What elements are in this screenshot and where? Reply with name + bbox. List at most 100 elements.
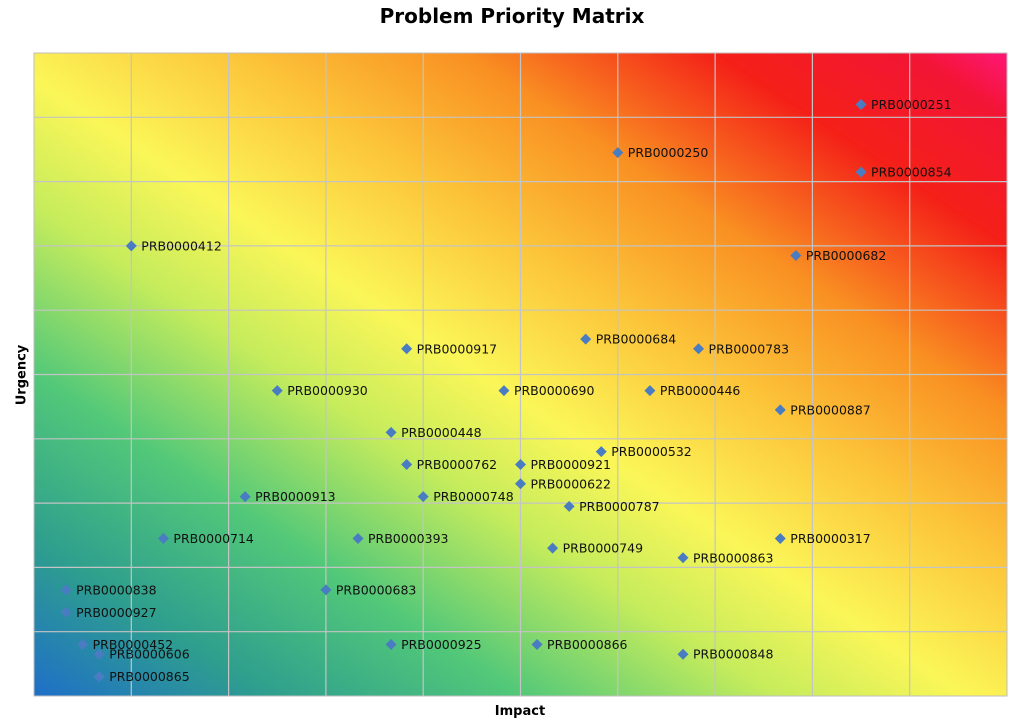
point-label: PRB0000714 bbox=[173, 531, 254, 546]
diamond-marker bbox=[385, 639, 397, 651]
y-axis-label: Urgency bbox=[14, 344, 30, 406]
point-label: PRB0000925 bbox=[401, 637, 481, 652]
diamond-marker bbox=[93, 671, 105, 683]
diamond-marker bbox=[563, 500, 575, 512]
diamond-marker bbox=[790, 250, 802, 262]
point-label: PRB0000393 bbox=[368, 531, 448, 546]
data-points: PRB0000251 PRB0000250 PRB0000854 PRB0000412… bbox=[60, 97, 952, 684]
data-point: PRB0000682 bbox=[790, 248, 886, 263]
diamond-marker bbox=[60, 584, 72, 596]
data-point: PRB0000749 bbox=[547, 541, 643, 556]
data-point: PRB0000714 bbox=[157, 531, 254, 546]
diamond-marker bbox=[385, 426, 397, 438]
point-label: PRB0000762 bbox=[417, 457, 497, 472]
diamond-marker bbox=[401, 343, 413, 355]
data-point: PRB0000921 bbox=[515, 457, 611, 472]
diamond-marker bbox=[93, 648, 105, 660]
point-label: PRB0000865 bbox=[109, 669, 189, 684]
data-point: PRB0000848 bbox=[677, 647, 774, 662]
data-point: PRB0000448 bbox=[385, 425, 482, 440]
data-point: PRB0000251 bbox=[855, 97, 952, 112]
data-point: PRB0000930 bbox=[271, 383, 368, 398]
data-point: PRB0000412 bbox=[125, 238, 222, 253]
point-label: PRB0000917 bbox=[417, 341, 497, 356]
point-label: PRB0000250 bbox=[628, 145, 709, 160]
data-point: PRB0000606 bbox=[93, 647, 190, 662]
point-label: PRB0000622 bbox=[531, 476, 611, 491]
diamond-marker bbox=[271, 385, 283, 397]
point-label: PRB0000532 bbox=[611, 444, 691, 459]
diamond-marker bbox=[515, 478, 526, 490]
point-label: PRB0000921 bbox=[531, 457, 611, 472]
data-point: PRB0000622 bbox=[515, 476, 611, 491]
data-point: PRB0000250 bbox=[612, 145, 708, 160]
data-point: PRB0000866 bbox=[531, 637, 628, 652]
point-label: PRB0000748 bbox=[433, 489, 514, 504]
diamond-marker bbox=[547, 542, 559, 554]
diamond-marker bbox=[855, 98, 867, 110]
diamond-marker bbox=[595, 446, 607, 458]
data-point: PRB0000317 bbox=[774, 531, 871, 546]
data-point: PRB0000748 bbox=[417, 489, 514, 504]
data-point: PRB0000865 bbox=[93, 669, 190, 684]
data-point: PRB0000690 bbox=[498, 383, 594, 398]
point-label: PRB0000251 bbox=[871, 97, 951, 112]
data-point: PRB0000452 bbox=[77, 637, 173, 652]
point-label: PRB0000848 bbox=[693, 647, 774, 662]
data-point: PRB0000887 bbox=[774, 402, 871, 417]
diamond-marker bbox=[125, 240, 137, 252]
diamond-marker bbox=[239, 491, 251, 503]
point-label: PRB0000838 bbox=[76, 582, 157, 597]
data-point: PRB0000838 bbox=[60, 582, 157, 597]
diamond-marker bbox=[531, 639, 543, 651]
point-label: PRB0000452 bbox=[93, 637, 173, 652]
data-point: PRB0000925 bbox=[385, 637, 482, 652]
diamond-marker bbox=[320, 584, 332, 596]
point-label: PRB0000930 bbox=[287, 383, 368, 398]
diamond-marker bbox=[612, 147, 624, 159]
diamond-marker bbox=[855, 166, 867, 178]
data-point: PRB0000854 bbox=[855, 164, 952, 179]
x-axis-label: Impact bbox=[494, 704, 546, 719]
diamond-marker bbox=[157, 532, 169, 544]
data-point: PRB0000787 bbox=[563, 499, 660, 514]
point-label: PRB0000854 bbox=[871, 164, 952, 179]
diamond-marker bbox=[677, 648, 689, 660]
data-point: PRB0000913 bbox=[239, 489, 336, 504]
point-label: PRB0000783 bbox=[709, 341, 789, 356]
point-label: PRB0000682 bbox=[806, 248, 886, 263]
diamond-marker bbox=[60, 606, 72, 618]
point-label: PRB0000684 bbox=[596, 332, 677, 347]
diamond-marker bbox=[401, 459, 413, 471]
diamond-marker bbox=[417, 491, 429, 503]
data-point: PRB0000917 bbox=[401, 341, 497, 356]
diamond-marker bbox=[580, 333, 592, 345]
diamond-marker bbox=[677, 552, 689, 564]
point-label: PRB0000927 bbox=[76, 605, 156, 620]
chart-title: Problem Priority Matrix bbox=[379, 4, 645, 28]
point-label: PRB0000690 bbox=[514, 383, 595, 398]
data-point: PRB0000532 bbox=[595, 444, 692, 459]
data-point: PRB0000863 bbox=[677, 550, 773, 565]
data-point: PRB0000927 bbox=[60, 605, 157, 620]
point-label: PRB0000787 bbox=[579, 499, 659, 514]
data-point: PRB0000683 bbox=[320, 582, 416, 597]
point-label: PRB0000749 bbox=[563, 541, 644, 556]
diamond-marker bbox=[515, 459, 526, 471]
data-point: PRB0000393 bbox=[352, 531, 448, 546]
point-label: PRB0000683 bbox=[336, 582, 416, 597]
point-label: PRB0000913 bbox=[255, 489, 335, 504]
data-point: PRB0000684 bbox=[580, 332, 676, 347]
point-label: PRB0000606 bbox=[109, 647, 190, 662]
diamond-marker bbox=[498, 385, 510, 397]
diamond-marker bbox=[352, 532, 364, 544]
point-label: PRB0000448 bbox=[401, 425, 482, 440]
diamond-marker bbox=[77, 639, 89, 651]
diamond-marker bbox=[644, 385, 656, 397]
diamond-marker bbox=[774, 404, 786, 416]
data-point: PRB0000783 bbox=[693, 341, 789, 356]
data-point: PRB0000762 bbox=[401, 457, 497, 472]
point-label: PRB0000317 bbox=[790, 531, 870, 546]
point-label: PRB0000412 bbox=[141, 238, 221, 253]
